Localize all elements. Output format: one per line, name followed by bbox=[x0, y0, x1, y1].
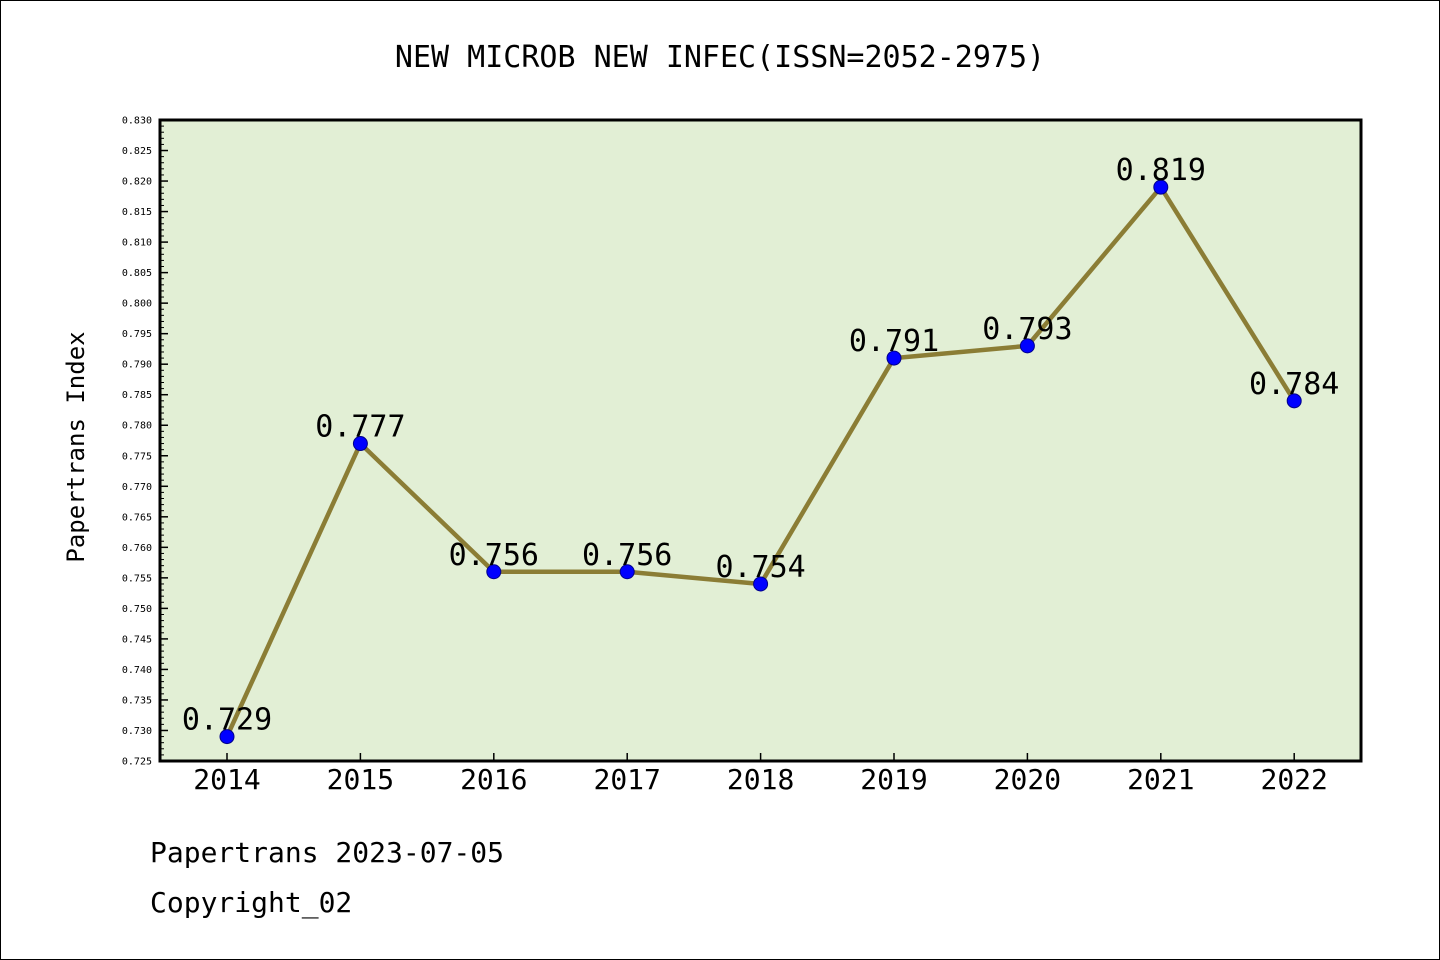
y-tick-label: 0.775 bbox=[122, 451, 152, 462]
y-tick-label: 0.740 bbox=[122, 665, 152, 676]
data-point bbox=[219, 729, 235, 745]
y-tick-label: 0.780 bbox=[122, 421, 152, 432]
data-label: 0.756 bbox=[449, 538, 539, 573]
y-tick-label: 0.770 bbox=[122, 482, 152, 493]
x-tick-label: 2019 bbox=[860, 763, 927, 796]
y-axis: 0.725 0.730 0.735 0.740 0.745 0.750 0.755 0.760… bbox=[122, 116, 168, 768]
y-tick-label: 0.830 bbox=[122, 116, 152, 127]
chart-title: NEW MICROB NEW INFEC(ISSN=2052-2975) bbox=[395, 40, 1045, 75]
data-point bbox=[1286, 393, 1302, 409]
x-tick-label: 2015 bbox=[327, 763, 394, 796]
x-tick-label: 2022 bbox=[1260, 763, 1327, 796]
x-tick-label: 2016 bbox=[460, 763, 527, 796]
x-tick-label: 2014 bbox=[193, 763, 260, 796]
y-tick-label: 0.725 bbox=[122, 757, 152, 768]
x-tick-label: 2021 bbox=[1127, 763, 1194, 796]
y-tick-label: 0.820 bbox=[122, 177, 152, 188]
data-point bbox=[619, 564, 635, 580]
x-tick-label: 2020 bbox=[994, 763, 1061, 796]
y-tick-label: 0.825 bbox=[122, 146, 152, 157]
data-label: 0.756 bbox=[582, 538, 672, 573]
series bbox=[219, 179, 1302, 745]
footer-date-line: Papertrans 2023-07-05 bbox=[150, 836, 505, 869]
data-label: 0.754 bbox=[715, 550, 805, 585]
y-tick-label: 0.800 bbox=[122, 299, 152, 310]
data-label: 0.791 bbox=[849, 324, 939, 359]
data-label: 0.729 bbox=[182, 703, 272, 738]
data-point bbox=[753, 576, 769, 592]
y-tick-label: 0.730 bbox=[122, 726, 152, 737]
footer-copyright: Copyright_02 bbox=[150, 886, 353, 919]
x-tick-label: 2017 bbox=[593, 763, 660, 796]
y-tick-label: 0.750 bbox=[122, 604, 152, 615]
data-point bbox=[486, 564, 502, 580]
data-point bbox=[1019, 338, 1035, 354]
x-tick-label: 2018 bbox=[727, 763, 794, 796]
y-tick-label: 0.795 bbox=[122, 329, 152, 340]
data-label: 0.819 bbox=[1116, 153, 1206, 188]
y-tick-label: 0.765 bbox=[122, 512, 152, 523]
y-tick-label: 0.760 bbox=[122, 543, 152, 554]
data-label: 0.777 bbox=[315, 410, 405, 445]
data-label: 0.784 bbox=[1249, 367, 1339, 402]
y-tick-label: 0.805 bbox=[122, 268, 152, 279]
y-tick-label: 0.790 bbox=[122, 360, 152, 371]
y-tick-label: 0.815 bbox=[122, 207, 152, 218]
y-tick-label: 0.735 bbox=[122, 695, 152, 706]
x-axis: 2014 2015 2016 2017 2018 2019 2020 2021 2022 bbox=[193, 753, 1328, 796]
data-label: 0.793 bbox=[982, 312, 1072, 347]
data-point bbox=[886, 350, 902, 366]
data-point bbox=[1153, 179, 1169, 195]
y-axis-label: Papertrans Index bbox=[62, 331, 90, 562]
data-point bbox=[352, 436, 368, 452]
y-tick-label: 0.785 bbox=[122, 390, 152, 401]
y-tick-label: 0.755 bbox=[122, 573, 152, 584]
y-tick-label: 0.810 bbox=[122, 238, 152, 249]
data-labels: 0.729 0.777 0.756 0.756 0.754 0.791 0.793 0.819… bbox=[182, 153, 1340, 737]
y-tick-label: 0.745 bbox=[122, 634, 152, 645]
